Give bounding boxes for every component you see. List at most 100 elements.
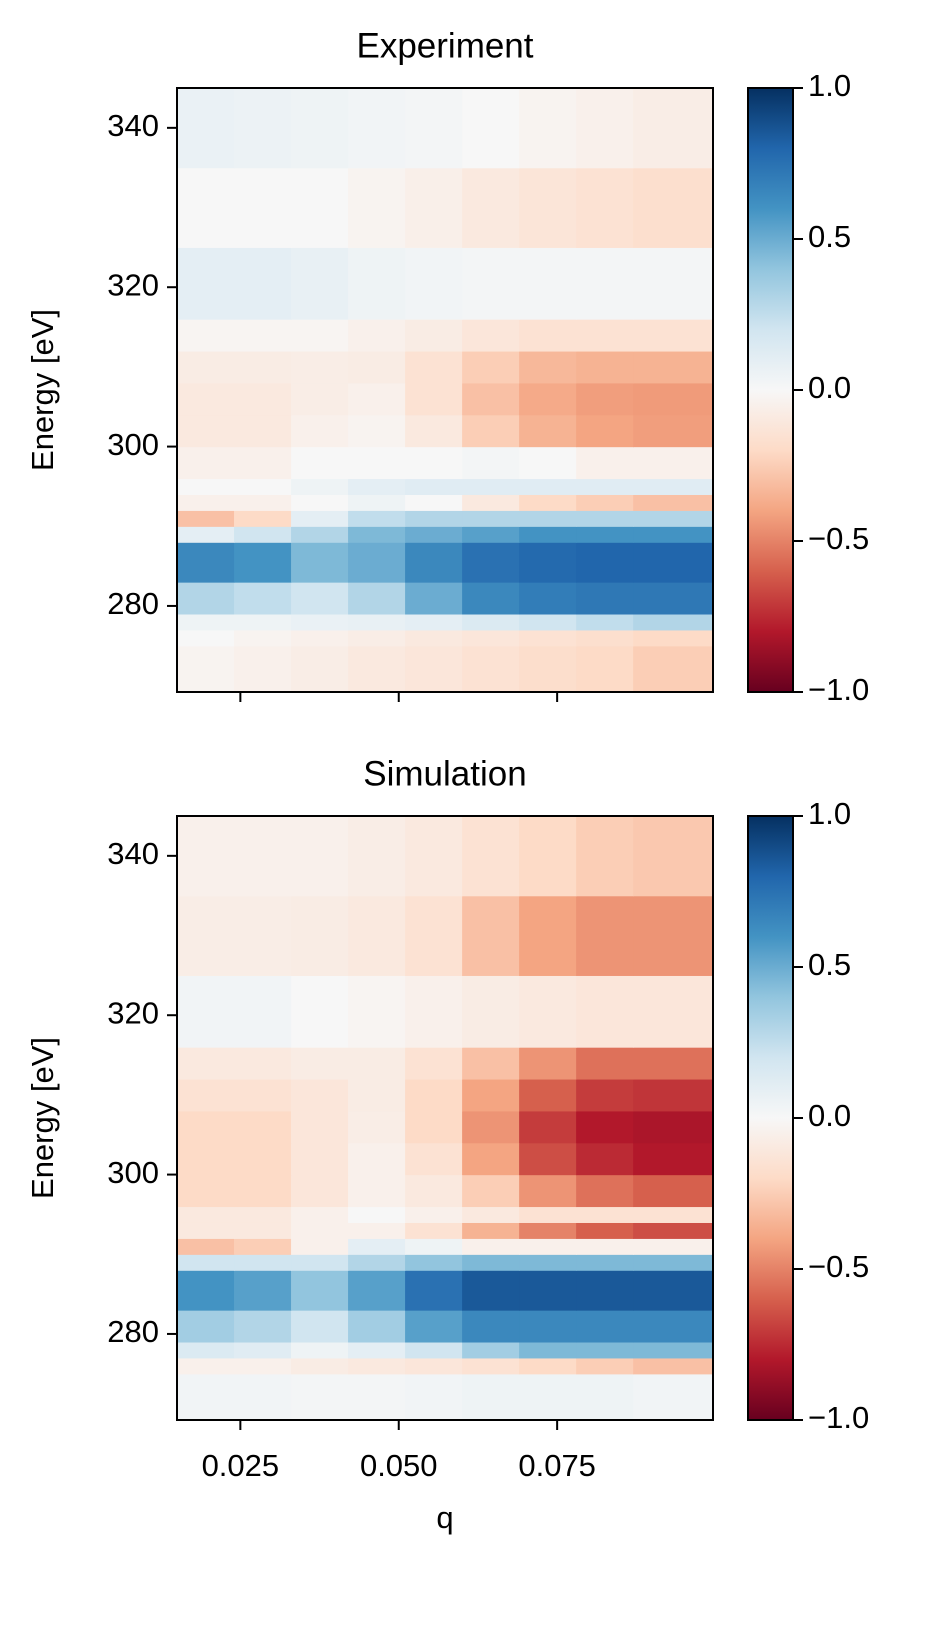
heatmap-cell bbox=[348, 1254, 406, 1271]
heatmap-cell bbox=[576, 1341, 634, 1359]
heatmap-cell bbox=[291, 494, 349, 511]
heatmap-cell bbox=[576, 88, 634, 169]
heatmap-cell bbox=[348, 1270, 406, 1311]
heatmap-cell bbox=[519, 446, 577, 480]
heatmap-cell bbox=[234, 629, 292, 647]
heatmap-cell bbox=[291, 895, 349, 976]
heatmap-cell bbox=[291, 613, 349, 631]
heatmap-cell bbox=[519, 1047, 577, 1080]
heatmap-cell bbox=[348, 1341, 406, 1359]
heatmap-cell bbox=[633, 414, 714, 448]
heatmap-cell bbox=[234, 645, 292, 693]
heatmap-cell bbox=[633, 1238, 714, 1255]
y-axis-label: Energy [eV] bbox=[25, 309, 60, 471]
heatmap-cell bbox=[177, 494, 235, 511]
heatmap-cell bbox=[348, 1206, 406, 1223]
heatmap-cell bbox=[291, 1238, 349, 1255]
colorbar bbox=[747, 815, 794, 1421]
x-axis-label: q bbox=[436, 1500, 453, 1535]
heatmap-cell bbox=[633, 167, 714, 248]
heatmap-cell bbox=[405, 319, 463, 352]
y-tick-label: 340 bbox=[107, 108, 159, 143]
heatmap-cell bbox=[576, 1238, 634, 1255]
heatmap-cell bbox=[177, 1357, 235, 1375]
heatmap-cell bbox=[462, 1206, 520, 1223]
heatmap-cell bbox=[462, 975, 520, 1048]
heatmap-cell bbox=[291, 582, 349, 615]
heatmap-cell bbox=[291, 1254, 349, 1271]
heatmap-cell bbox=[234, 1110, 292, 1144]
heatmap-cell bbox=[462, 319, 520, 352]
heatmap-cell bbox=[576, 382, 634, 416]
heatmap-cell bbox=[633, 494, 714, 511]
heatmap-cell bbox=[519, 382, 577, 416]
heatmap-cell bbox=[576, 1078, 634, 1112]
heatmap-cell bbox=[633, 1341, 714, 1359]
heatmap-cell bbox=[291, 526, 349, 543]
heatmap-cell bbox=[234, 1310, 292, 1343]
y-tick-label: 280 bbox=[107, 1314, 159, 1349]
heatmap-cell bbox=[348, 613, 406, 631]
heatmap-cell bbox=[519, 1206, 577, 1223]
heatmap-cell bbox=[348, 975, 406, 1048]
heatmap-cell bbox=[576, 542, 634, 583]
colorbar-tick-label: −1.0 bbox=[808, 1400, 869, 1435]
heatmap-cell bbox=[291, 382, 349, 416]
heatmap-cell bbox=[633, 542, 714, 583]
heatmap-cell bbox=[462, 88, 520, 169]
heatmap-cell bbox=[462, 526, 520, 543]
heatmap-cell bbox=[234, 414, 292, 448]
heatmap-cell bbox=[348, 1310, 406, 1343]
heatmap-cell bbox=[348, 167, 406, 248]
heatmap-cell bbox=[177, 975, 235, 1048]
heatmap-cell bbox=[291, 478, 349, 495]
heatmap-cell bbox=[633, 1078, 714, 1112]
heatmap-cell bbox=[348, 510, 406, 527]
heatmap-cell bbox=[177, 350, 235, 384]
colorbar-tick-label: 1.0 bbox=[808, 68, 851, 103]
heatmap-cell bbox=[633, 582, 714, 615]
heatmap-cell bbox=[405, 1373, 463, 1421]
heatmap-cell bbox=[348, 1238, 406, 1255]
heatmap-cell bbox=[519, 494, 577, 511]
heatmap-cell bbox=[633, 319, 714, 352]
heatmap-cell bbox=[462, 1047, 520, 1080]
heatmap-cell bbox=[462, 382, 520, 416]
heatmap-cell bbox=[462, 478, 520, 495]
heatmap-cell bbox=[633, 1357, 714, 1375]
heatmap-cell bbox=[519, 1222, 577, 1239]
heatmap-cell bbox=[348, 1174, 406, 1208]
heatmap-cell bbox=[234, 510, 292, 527]
heatmap-cell bbox=[405, 975, 463, 1048]
heatmap-cell bbox=[576, 319, 634, 352]
heatmap-cell bbox=[462, 613, 520, 631]
heatmap-cell bbox=[519, 895, 577, 976]
heatmap-cell bbox=[234, 1142, 292, 1176]
heatmap-cell bbox=[405, 629, 463, 647]
heatmap-cell bbox=[177, 1174, 235, 1208]
heatmap-cell bbox=[291, 629, 349, 647]
heatmap-cell bbox=[234, 1222, 292, 1239]
heatmap-cell bbox=[633, 816, 714, 897]
heatmap-cell bbox=[177, 613, 235, 631]
x-tick-label: 0.075 bbox=[518, 1448, 596, 1483]
heatmap-cell bbox=[405, 1270, 463, 1311]
x-tick-label: 0.025 bbox=[202, 1448, 280, 1483]
heatmap-cell bbox=[177, 319, 235, 352]
heatmap-cell bbox=[576, 1254, 634, 1271]
heatmap-cell bbox=[462, 350, 520, 384]
heatmap-cell bbox=[519, 1078, 577, 1112]
heatmap-cell bbox=[348, 526, 406, 543]
heatmap-cell bbox=[633, 1254, 714, 1271]
heatmap-cell bbox=[291, 1047, 349, 1080]
heatmap-cell bbox=[348, 247, 406, 320]
heatmap-cell bbox=[519, 1254, 577, 1271]
heatmap-cell bbox=[405, 1174, 463, 1208]
heatmap-cell bbox=[177, 88, 235, 169]
heatmap-cell bbox=[519, 1357, 577, 1375]
heatmap-cell bbox=[234, 975, 292, 1048]
heatmap-cell bbox=[234, 478, 292, 495]
heatmap-cell bbox=[405, 526, 463, 543]
chart-title: Simulation bbox=[363, 754, 526, 793]
heatmap-cell bbox=[576, 1373, 634, 1421]
